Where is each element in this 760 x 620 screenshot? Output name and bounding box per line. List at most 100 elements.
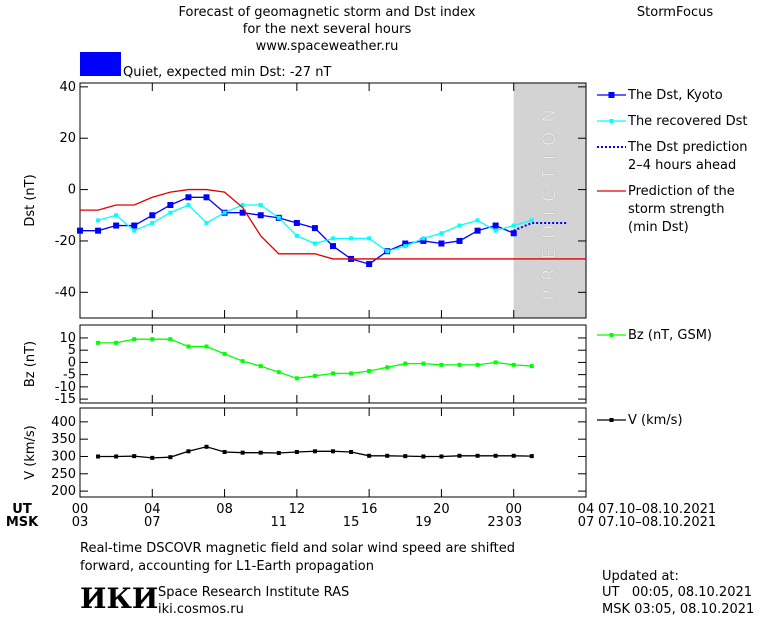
data-point [421,236,426,241]
data-point [439,454,444,459]
y-axis-title: V (km/s) [23,425,38,480]
data-point [132,454,137,459]
data-point [186,449,191,454]
data-point [95,227,102,234]
legend-label: Bz (nT, GSM) [628,328,712,343]
data-point [475,453,480,458]
y-tick-label: 0 [68,182,76,197]
title-line: for the next several hours [243,22,412,37]
y-tick-label: -40 [55,285,76,300]
data-point [475,362,480,367]
data-point [438,240,445,247]
site: iki.cosmos.ru [158,602,244,617]
data-point [240,202,245,207]
y-tick-label: 400 [51,414,76,429]
data-point [294,376,299,381]
data-point [149,212,156,219]
legend-label: The Dst, Kyoto [627,88,723,103]
data-point [493,360,498,365]
data-point [330,243,336,250]
data-point [132,337,137,342]
x-tick-label: 04 [144,502,161,517]
x2-range: 07.10–08.10.2021 [598,515,716,530]
data-point [168,210,173,215]
series-line [98,338,532,379]
data-point [349,449,354,454]
data-point [366,261,373,268]
data-point [276,451,281,456]
data-point [312,241,317,246]
y-tick-label: 5 [68,343,76,358]
data-point [114,454,119,459]
legend-marker [609,333,614,337]
data-point [529,454,534,459]
y-tick-label: 300 [51,449,76,464]
y-tick-label: -5 [63,367,76,382]
data-point [402,240,409,247]
y-axis-title: Dst (nT) [23,174,38,226]
data-point [150,337,155,342]
y-tick-label: -10 [55,379,76,394]
data-point [203,194,210,201]
data-point [240,359,245,364]
x2-tick-label: 19 [415,515,432,530]
data-point [529,364,534,369]
data-point [403,244,408,249]
y-tick-label: -15 [55,392,76,407]
data-point [204,444,209,449]
y-tick-label: 20 [59,131,76,146]
data-point [492,222,499,229]
data-point [474,227,481,234]
data-point [367,236,372,241]
x-tick-label: 04 [578,502,595,517]
x-tick-label: 08 [216,502,233,517]
data-point [312,449,317,454]
data-point [385,453,390,458]
x2-tick-label: 07 [144,515,161,530]
data-point [258,202,263,207]
legend-label: Prediction of the storm strength (min Dst) [628,184,735,235]
legend-marker [609,119,614,123]
data-point [511,362,516,367]
data-point [349,371,354,376]
x2-axis-title: MSK [6,515,39,530]
data-point [258,450,263,455]
data-point [96,218,101,223]
series-line [80,188,586,260]
y-tick-label: 250 [51,466,76,481]
data-point [276,215,281,220]
updated: Updated at: [602,569,679,584]
x2-tick-label: 03 [72,515,89,530]
data-point [222,449,227,454]
data-point [420,237,427,244]
panel-frame [79,324,587,404]
x-tick-label: 12 [289,502,306,517]
updated-msk: MSK 03:05, 08.10.2021 [602,602,754,617]
x2-tick-label: 23 [487,515,504,530]
data-point [186,344,191,349]
data-point [385,365,390,370]
data-point [457,362,462,367]
data-point [168,337,173,342]
logo: ИКИ [80,582,158,615]
status-swatch [80,52,121,76]
data-point [204,220,209,225]
data-point [294,233,299,238]
data-point [113,222,120,229]
data-point [331,449,335,454]
data-point [222,351,227,356]
data-point [293,219,300,226]
data-point [510,230,517,237]
data-point [367,368,372,373]
y-tick-label: 200 [51,484,76,499]
x2-tick-label: 03 [505,515,522,530]
data-point [511,223,516,228]
data-point [132,228,137,233]
x-axis-title: UT [12,502,32,517]
x-tick-label: 16 [361,502,378,517]
prediction-label: PREDICTION [539,100,560,300]
panel-frame [79,82,587,319]
data-point [204,344,209,349]
data-point [311,225,318,232]
